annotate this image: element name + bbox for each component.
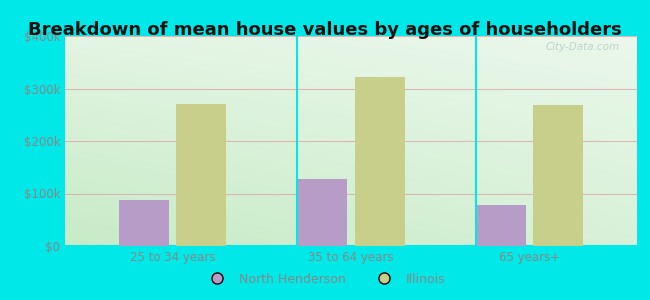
Bar xyxy=(176,104,226,246)
Bar xyxy=(534,105,584,246)
Bar xyxy=(355,77,404,246)
Text: City-Data.com: City-Data.com xyxy=(546,42,620,52)
Bar xyxy=(298,179,347,246)
Bar xyxy=(476,205,526,246)
Bar xyxy=(118,200,169,246)
Legend: North Henderson, Illinois: North Henderson, Illinois xyxy=(200,268,450,291)
Text: Breakdown of mean house values by ages of householders: Breakdown of mean house values by ages o… xyxy=(28,21,622,39)
